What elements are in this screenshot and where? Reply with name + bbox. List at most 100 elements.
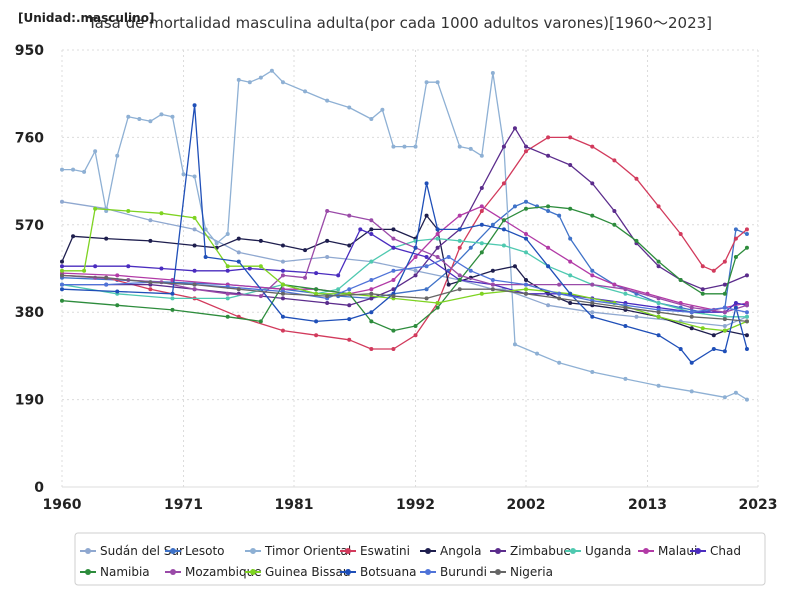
data-point-botsuana [435,227,440,232]
data-point-nigeria [490,287,495,292]
data-point-guinea-bissau [280,282,285,287]
x-tick-label: 1971 [164,497,203,513]
data-point-namibia [258,319,263,324]
data-point-eswatini [678,232,683,236]
data-point-sudan-del-sur [722,324,727,328]
data-point-timor-oriental [159,112,164,117]
data-point-uganda [568,273,573,278]
data-point-chad [280,268,285,273]
data-point-nigeria [369,291,374,296]
data-point-lesoto [468,245,473,250]
data-point-uganda [435,236,440,241]
data-point-zimbabue [479,186,484,190]
data-point-malaui [479,204,484,209]
data-point-botsuana [280,314,285,319]
data-point-burundi [468,268,473,273]
data-point-namibia [546,204,551,209]
data-point-burundi [490,278,495,282]
data-point-uganda [501,243,506,248]
data-point-eswatini [700,264,705,269]
data-point-nigeria [192,282,197,287]
data-point-malaui [612,282,617,287]
data-point-namibia [722,291,727,296]
data-point-botsuana [678,347,683,351]
data-point-angola [325,238,330,243]
data-point-eswatini [733,236,738,241]
data-point-angola [236,236,241,241]
data-point-namibia [568,206,573,211]
data-point-sudan-del-sur [325,255,330,259]
data-point-nigeria [689,314,694,319]
legend-marker [170,569,176,575]
legend-label: Uganda [585,544,631,558]
data-point-malaui [369,287,374,292]
data-point-burundi [689,310,694,315]
data-point-chad [733,301,738,305]
data-point-timor-oriental [347,105,352,110]
data-point-botsuana [347,317,352,322]
data-point-timor-oriental [247,80,252,85]
data-point-malaui [435,232,440,236]
data-point-chad [424,255,429,259]
data-point-botsuana [424,181,429,186]
data-point-zimbabue [280,296,285,301]
legend-marker [425,569,431,575]
data-point-mozambique [225,291,230,296]
data-point-nigeria [590,301,595,305]
data-point-namibia [733,255,738,259]
data-point-zimbabue [435,245,440,250]
data-point-timor-oriental [656,383,661,388]
data-point-guinea-bissau [225,264,230,269]
data-point-angola [71,234,76,239]
data-point-namibia [744,245,749,250]
data-point-mozambique [280,273,285,278]
legend-marker [345,548,351,554]
data-point-timor-oriental [269,68,274,73]
data-point-mozambique [457,273,462,278]
data-point-guinea-bissau [722,328,727,333]
data-point-uganda [524,250,528,255]
data-point-malaui [568,259,573,264]
data-point-chad [126,264,131,269]
data-point-zimbabue [347,303,352,308]
legend-label: Botsuana [360,565,416,579]
data-point-eswatini [479,209,484,213]
legend-marker [250,548,256,554]
series-line-eswatini [61,136,748,350]
data-point-malaui [115,273,120,278]
data-point-timor-oriental [413,144,418,149]
legend-label: Burundi [440,565,487,579]
data-point-timor-oriental [192,174,197,179]
data-point-botsuana [170,291,175,296]
data-point-mozambique [656,296,661,301]
data-point-guinea-bissau [60,268,64,273]
data-point-timor-oriental [236,77,241,82]
data-point-malaui [413,255,418,259]
data-point-timor-oriental [512,342,517,347]
data-point-mozambique [391,236,396,241]
data-point-timor-oriental [457,144,462,149]
data-point-malaui [391,278,396,282]
data-point-guinea-bissau [93,206,98,211]
data-point-eswatini [656,204,661,209]
data-point-namibia [170,307,175,312]
data-point-burundi [369,278,374,282]
data-point-timor-oriental [380,107,385,112]
data-point-botsuana [546,264,551,269]
data-point-uganda [479,241,484,246]
data-point-lesoto [557,213,562,218]
data-point-uganda [369,259,374,264]
data-point-timor-oriental [490,71,495,75]
y-tick-label: 0 [34,480,44,496]
data-point-timor-oriental [535,351,540,356]
data-point-chad [93,264,98,269]
legend-label: Nigeria [510,565,553,579]
data-point-timor-oriental [590,370,595,374]
data-point-timor-oriental [280,80,285,85]
data-point-eswatini [744,227,749,232]
data-point-uganda [170,296,175,301]
data-point-botsuana [192,103,197,108]
data-point-angola [104,236,109,241]
data-point-sudan-del-sur [236,250,241,255]
data-point-timor-oriental [468,146,473,151]
